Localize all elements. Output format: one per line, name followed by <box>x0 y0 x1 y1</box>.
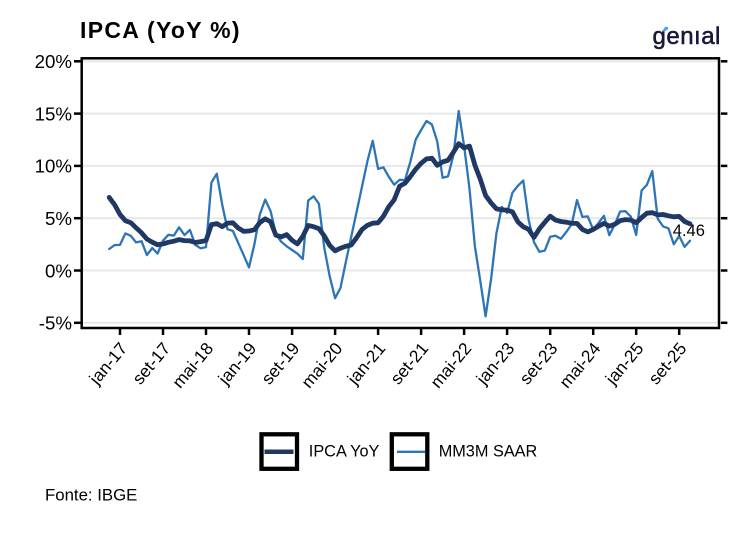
svg-text:20%: 20% <box>35 51 72 72</box>
svg-text:15%: 15% <box>35 103 72 124</box>
svg-text:5%: 5% <box>45 208 72 229</box>
svg-text:10%: 10% <box>35 156 72 177</box>
svg-text:IPCA YoY: IPCA YoY <box>309 443 380 461</box>
svg-text:IPCA (YoY %): IPCA (YoY %) <box>80 17 241 43</box>
svg-text:Fonte: IBGE: Fonte: IBGE <box>45 486 137 505</box>
svg-text:MM3M SAAR: MM3M SAAR <box>439 443 538 461</box>
svg-text:4.46: 4.46 <box>673 222 705 240</box>
svg-text:-5%: -5% <box>39 313 72 334</box>
svg-text:0%: 0% <box>45 260 72 281</box>
svg-text:genıal: genıal <box>653 23 721 50</box>
